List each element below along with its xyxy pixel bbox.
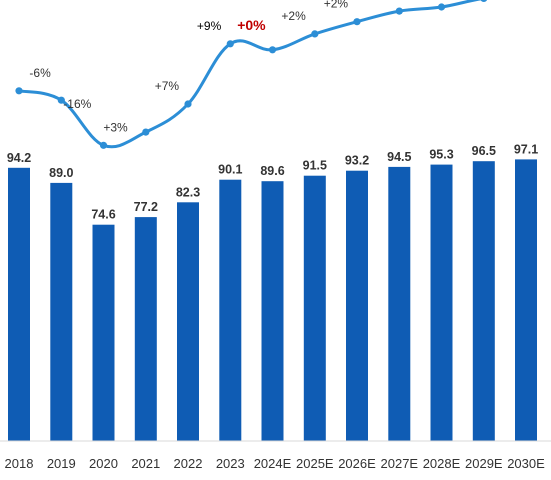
bar-2021 [134, 217, 157, 441]
x-tick-label: 2026E [338, 456, 376, 471]
bar-2030E [515, 159, 537, 441]
bars-layer: 94.2 89.0 74.6 77.2 82.3 90.1 89.6 91.5 93.2 94.5… [7, 142, 538, 442]
x-tick-label: 2025E [296, 456, 334, 471]
bar-value-label: 82.3 [176, 185, 200, 199]
growth-point-2026E [353, 18, 361, 26]
growth-label: -16% [63, 97, 91, 111]
bar-value-label: 91.5 [303, 159, 327, 173]
x-tick-label: 2024E [254, 456, 292, 471]
x-tick-label: 2023 [216, 456, 245, 471]
x-tick-label: 2018 [5, 456, 34, 471]
growth-label: +2% [281, 9, 306, 23]
x-tick-label: 2028E [423, 456, 461, 471]
growth-label: +0% [237, 17, 266, 33]
x-tick-label: 2021 [131, 456, 160, 471]
bar-value-label: 94.2 [7, 151, 31, 165]
x-tick-label: 2027E [381, 456, 419, 471]
bar-value-label: 89.0 [49, 166, 73, 180]
x-tick-label: 2029E [465, 456, 503, 471]
growth-label: -6% [29, 66, 51, 80]
growth-line [17, 0, 484, 149]
growth-point-2018 [15, 87, 23, 95]
growth-point-2028E [437, 3, 446, 11]
growth-label: +3% [103, 120, 128, 134]
bar-2027E [388, 166, 411, 441]
bar-2022 [177, 202, 199, 441]
growth-label: +7% [155, 79, 180, 93]
growth-point-2024E [268, 46, 277, 54]
bar-2019 [50, 182, 73, 441]
bar-value-label: 93.2 [345, 154, 369, 168]
x-tick-label: 2019 [47, 456, 76, 471]
bar-value-label: 95.3 [429, 148, 453, 162]
growth-point-2029E [480, 0, 488, 2]
bar-2029E [472, 161, 495, 441]
bar-2025E [303, 175, 326, 441]
growth-label: +9% [197, 19, 222, 33]
bar-value-label: 90.1 [218, 163, 242, 177]
growth-point-2019 [57, 96, 65, 104]
growth-point-2020 [99, 141, 108, 149]
bar-2018 [8, 167, 30, 442]
bar-value-label: 77.2 [134, 200, 158, 214]
growth-point-2023 [226, 40, 234, 48]
growth-point-2022 [184, 100, 192, 108]
bar-value-label: 89.6 [260, 164, 284, 178]
x-tick-labels: 2018 2019 2020 2021 2022 2023 2024E 2025E 2026E 2… [5, 456, 546, 471]
bar-value-label: 96.5 [472, 144, 496, 158]
x-tick-label: 2020 [89, 456, 118, 471]
x-tick-label: 2022 [174, 456, 203, 471]
growth-label: +2% [324, 0, 349, 11]
bar-2028E [430, 164, 453, 441]
bar-2026E [346, 170, 368, 441]
growth-point-2021 [142, 128, 150, 136]
growth-point-2027E [395, 7, 403, 15]
growth-line-layer [15, 0, 488, 149]
bar-value-label: 74.6 [91, 208, 115, 222]
growth-point-2025E [311, 30, 319, 38]
bar-2023 [219, 179, 242, 441]
growth-labels-layer: -6%-16%+3%+7%+9%+0%+2%+2%+1%+1%+1%+1% [29, 0, 390, 134]
bar-2020 [92, 224, 115, 441]
x-tick-label: 2030E [507, 456, 545, 471]
bar-value-label: 94.5 [387, 150, 411, 164]
bar-value-label: 97.1 [514, 142, 538, 156]
bar-2024E [261, 181, 284, 441]
